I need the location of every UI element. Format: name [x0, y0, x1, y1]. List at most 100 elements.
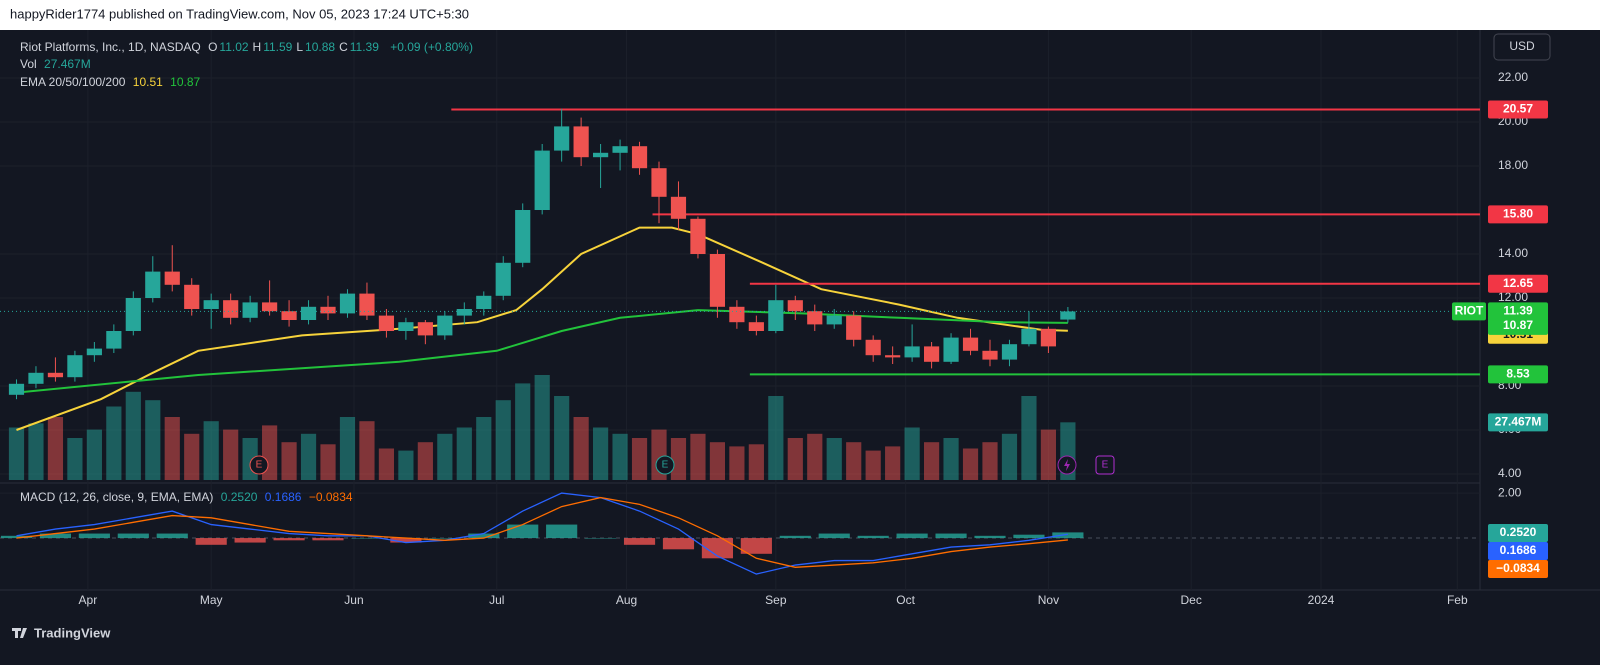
- volume-bar: [690, 433, 706, 480]
- x-tick-label: Jun: [344, 593, 363, 607]
- symbol-legend: Riot Platforms, Inc., 1D, NASDAQ O 11.02 H…: [20, 40, 477, 54]
- candle-body: [281, 311, 297, 320]
- volume-bar: [865, 450, 881, 480]
- ohlc-letter: C: [339, 40, 348, 54]
- candle-body: [320, 306, 336, 314]
- symbol-title: Riot Platforms, Inc., 1D, NASDAQ: [20, 40, 201, 54]
- candle-body: [184, 284, 200, 309]
- volume-bar: [846, 442, 862, 480]
- symbol-label: RIOT: [1455, 304, 1484, 318]
- volume-bar: [943, 438, 959, 480]
- macd-histogram-bar: [507, 524, 539, 539]
- candle-body: [943, 337, 959, 362]
- candle-body: [515, 210, 531, 263]
- earnings-icon-letter: E: [1102, 460, 1109, 471]
- x-tick-label: May: [200, 593, 223, 607]
- candle-body: [962, 337, 979, 351]
- volume-bar: [106, 406, 122, 480]
- earnings-icon[interactable]: [655, 455, 675, 475]
- candle-body: [1001, 344, 1018, 360]
- candle-body: [339, 293, 356, 314]
- footer-brand: TradingView: [34, 625, 111, 640]
- candle-body: [203, 300, 219, 309]
- macd-histogram-bar: [468, 533, 500, 539]
- volume-bar: [28, 423, 44, 480]
- candle-body: [865, 339, 881, 356]
- last-price-label: 11.39: [1503, 304, 1533, 318]
- candle-body: [709, 254, 726, 307]
- volume-bar: [1021, 396, 1037, 480]
- ema-label-box: [1488, 316, 1548, 335]
- volume-bar: [164, 417, 180, 480]
- change: +0.09 (+0.80%): [390, 40, 473, 54]
- volume-bar: [320, 444, 336, 480]
- volume-bar: [417, 442, 433, 480]
- candle-body: [787, 300, 803, 312]
- volume-bar: [962, 448, 979, 480]
- x-tick-label: Nov: [1038, 593, 1059, 607]
- volume-bar: [47, 417, 64, 480]
- volume-name: Vol: [20, 57, 37, 71]
- macd-histogram-bar: [896, 533, 928, 539]
- logo: [12, 628, 27, 638]
- volume-bar: [826, 438, 842, 480]
- volume-last: 27.467M: [44, 57, 91, 71]
- candle-body: [807, 311, 823, 325]
- earnings-icon[interactable]: [249, 455, 269, 475]
- candle-body: [729, 306, 745, 323]
- volume-bar: [807, 433, 823, 480]
- level-label-box: [1488, 365, 1548, 384]
- candle-body: [67, 355, 83, 378]
- candle-body: [223, 300, 239, 318]
- x-tick-label: Apr: [79, 593, 98, 607]
- candle-body: [593, 152, 609, 158]
- volume-bar: [631, 438, 648, 480]
- candle-body: [359, 293, 375, 316]
- macd-last: −0.0834: [308, 490, 353, 504]
- volume-label: 27.467M: [1495, 414, 1542, 428]
- macd-histogram-bar: [195, 538, 227, 545]
- candle-body: [923, 346, 940, 362]
- volume-bar: [554, 396, 570, 480]
- candle-body: [670, 196, 687, 219]
- volume-bar: [768, 396, 784, 480]
- publisher: happyRider1774 published on TradingView.…: [10, 6, 469, 21]
- ema-last: 10.87: [170, 75, 201, 89]
- macd-histogram-bar: [623, 538, 656, 545]
- level-label: 20.57: [1503, 102, 1533, 116]
- volume-bar: [125, 391, 141, 480]
- volume-bar: [787, 438, 803, 480]
- volume-bar: [281, 442, 297, 480]
- ohlc: O 11.02 H 11.59 L 10.88 C 11.39: [208, 40, 383, 54]
- y-tick-label: 2.00: [1498, 485, 1522, 499]
- ohlc-letter: L: [296, 40, 304, 54]
- candle-body: [145, 271, 161, 298]
- candle-body: [651, 168, 667, 197]
- macd-last: 0.2520: [220, 490, 258, 504]
- last-price-label-box: [1488, 302, 1548, 321]
- candle-body: [262, 302, 278, 312]
- candle-body: [456, 309, 472, 316]
- macd-histogram-bar: [546, 524, 578, 539]
- volume-bar: [612, 433, 628, 480]
- candle-body: [476, 295, 492, 309]
- ohlc-value: 11.59: [263, 40, 293, 54]
- macd-histogram-bar: [234, 538, 266, 543]
- ema-legend: EMA 20/50/100/200 10.51 10.87: [20, 75, 204, 89]
- earnings-icon[interactable]: [1095, 455, 1115, 475]
- ema-name: EMA 20/50/100/200: [20, 75, 126, 89]
- ohlc-value: 10.88: [305, 40, 336, 54]
- volume-bar: [476, 417, 492, 480]
- ohlc-value: 11.02: [219, 40, 249, 54]
- macd-label: 0.2520: [1500, 525, 1537, 539]
- candle-body: [1060, 311, 1076, 320]
- x-tick-label: 2024: [1308, 593, 1335, 607]
- currency-button[interactable]: [1493, 33, 1551, 61]
- volume-bar: [359, 421, 375, 480]
- volume-bar: [709, 442, 726, 480]
- ema-line: [16, 309, 1068, 394]
- candle-body: [86, 348, 102, 356]
- volume-bar: [339, 417, 356, 480]
- x-tick-label: Sep: [765, 593, 787, 607]
